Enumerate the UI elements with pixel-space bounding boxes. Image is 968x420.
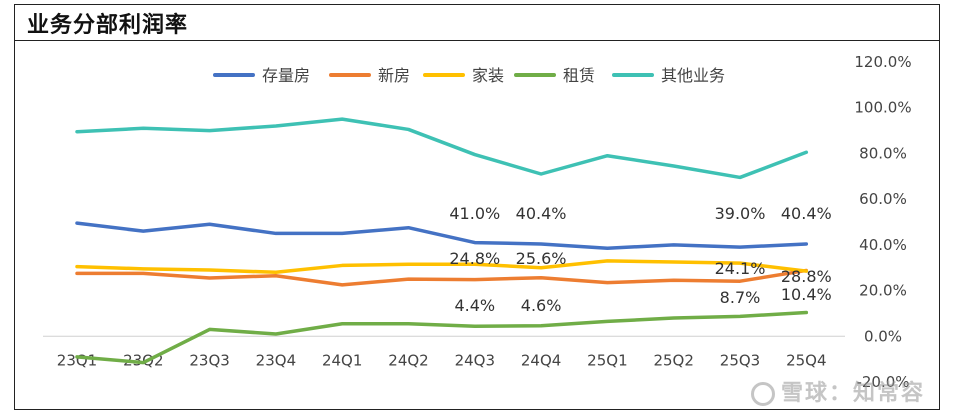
y-tick-label: 120.0%	[854, 53, 911, 71]
x-tick-label: 25Q3	[720, 351, 760, 369]
x-tick-label: 23Q3	[189, 351, 229, 369]
data-label: 8.7%	[720, 288, 761, 307]
y-tick-label: 100.0%	[854, 99, 911, 117]
title-bar: 业务分部利润率	[15, 5, 939, 41]
series-line	[75, 310, 809, 365]
data-label: 25.6%	[516, 249, 567, 268]
data-label: 40.4%	[781, 204, 832, 223]
x-tick-label: 25Q4	[786, 351, 826, 369]
data-label: 41.0%	[449, 204, 500, 223]
x-tick-label: 23Q4	[256, 351, 296, 369]
legend-label: 租赁	[563, 66, 595, 85]
data-label: 4.6%	[521, 296, 562, 315]
x-tick-label: 25Q2	[653, 351, 693, 369]
y-tick-label: 40.0%	[859, 236, 907, 254]
data-label: 10.4%	[781, 285, 832, 304]
x-tick-label: 25Q1	[587, 351, 627, 369]
y-tick-label: 80.0%	[859, 144, 907, 162]
legend-label: 家装	[472, 66, 504, 85]
y-tick-label: 20.0%	[859, 282, 907, 300]
series-line	[75, 117, 809, 180]
chart-frame: 业务分部利润率 120.0% 100.0% 80.0% 60.0% 40.0% 20.0%…	[14, 4, 940, 410]
y-tick-label: 0.0%	[864, 327, 902, 345]
x-tick-label: 24Q3	[455, 351, 495, 369]
series-line	[75, 221, 809, 251]
series-line	[75, 268, 809, 287]
line-chart: 120.0% 100.0% 80.0% 60.0% 40.0% 20.0% 0.0% -20.…	[43, 53, 912, 391]
legend-label: 存量房	[262, 66, 310, 85]
y-tick-label: -20.0%	[856, 373, 909, 391]
legend-label: 新房	[378, 66, 410, 85]
x-tick-label: 23Q1	[57, 351, 97, 369]
data-label: 4.4%	[454, 296, 495, 315]
y-tick-label: 60.0%	[859, 190, 907, 208]
watermark-text: 雪球：知常容	[780, 381, 925, 406]
page-title: 业务分部利润率	[27, 12, 189, 38]
data-label: 40.4%	[516, 204, 567, 223]
data-label: 39.0%	[715, 204, 766, 223]
xueqiu-logo-icon	[750, 382, 775, 406]
data-label: 24.1%	[715, 259, 766, 278]
data-label: 24.8%	[449, 249, 500, 268]
x-tick-label: 24Q2	[388, 351, 428, 369]
data-label: 28.8%	[781, 267, 832, 286]
x-tick-label: 24Q4	[521, 351, 561, 369]
legend-label: 其他业务	[661, 66, 725, 85]
series-line	[75, 259, 809, 275]
watermark: 雪球：知常容	[750, 375, 925, 407]
x-tick-label: 24Q1	[322, 351, 362, 369]
